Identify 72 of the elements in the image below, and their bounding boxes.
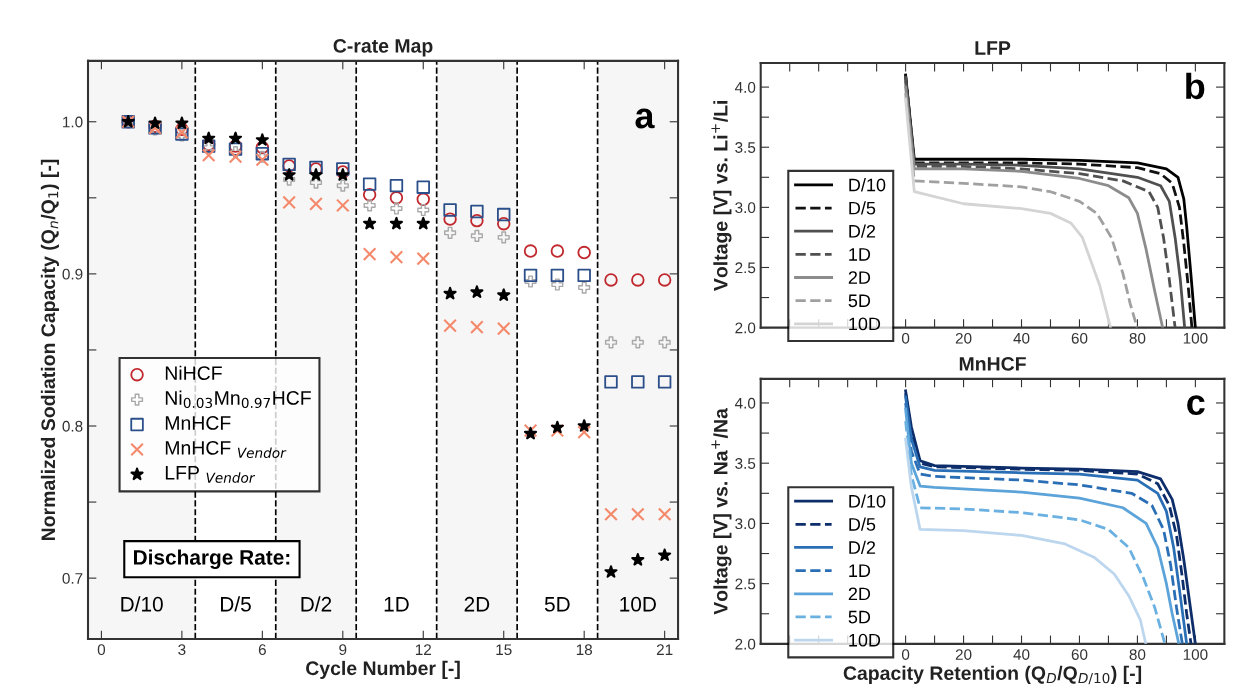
annotation: D/5 — [221, 596, 251, 612]
chart-title: LFP — [975, 41, 1011, 55]
y-tick-label: 3.0 — [735, 518, 756, 530]
annotation: 1D — [384, 597, 409, 612]
y-tick-label: 2.0 — [735, 638, 756, 650]
legend-label: D/2 — [849, 224, 876, 238]
legend-label: 2D — [848, 587, 871, 601]
x-tick-label: 40 — [1013, 649, 1030, 660]
x-tick-label: 100 — [1183, 332, 1208, 344]
annotation: a — [635, 108, 655, 129]
x-tick-label: 6 — [258, 644, 266, 656]
legend-label: MnHCF $_{Vendor}$ — [165, 440, 287, 458]
x-tick-label: 18 — [576, 644, 593, 656]
band-label: 10D — [620, 596, 656, 612]
legend-label: D/10 — [849, 494, 886, 508]
x-tick-label: 40 — [1013, 332, 1030, 344]
y-tick-label: 3.5 — [735, 142, 756, 153]
x-tick-label: 21 — [656, 644, 673, 655]
x-tick-label: 15 — [496, 644, 512, 656]
legend-label: D/5 — [849, 201, 876, 215]
annotation: c — [1187, 395, 1205, 416]
legend-label: D/2 — [849, 540, 876, 554]
legend-label: LFP $_{Vendor}$ — [165, 466, 256, 483]
legend-label: 2D — [848, 271, 871, 284]
legend-label: 5D — [848, 610, 871, 624]
y-tick-label: 1.0 — [63, 116, 83, 128]
y-tick-label: 2.5 — [735, 262, 756, 274]
y-tick-label: 3.0 — [735, 202, 756, 214]
chart-title: C-rate Map — [333, 39, 433, 57]
x-tick-label: 0 — [97, 644, 106, 656]
legend-label: 1D — [849, 248, 871, 261]
legend-label: 10D — [849, 317, 881, 331]
x-tick-label: 80 — [1129, 332, 1146, 344]
y-tick-label: 2.0 — [735, 322, 756, 334]
annotation: 5D — [544, 597, 570, 612]
y-axis-title: Normalized Sodiation Capacity (Q$_{n}$/Q$_{1}$) [-] — [40, 159, 59, 541]
y-tick-label: 0.9 — [62, 268, 83, 280]
legend-label: D/5 — [849, 517, 876, 531]
x-tick-label: 60 — [1071, 332, 1088, 344]
y-tick-label: 3.5 — [735, 458, 756, 469]
x-tick-label: 0 — [901, 649, 910, 660]
x-tick-label: 3 — [178, 644, 186, 656]
band-label: D/2 — [301, 596, 332, 612]
y-tick-label: 4.0 — [734, 81, 756, 93]
legend-label: 10D — [849, 633, 881, 647]
x-tick-label: 100 — [1183, 649, 1208, 660]
x-axis-title: Cycle Number [-] — [306, 660, 460, 679]
y-tick-label: 0.7 — [62, 573, 83, 584]
x-tick-label: 20 — [955, 332, 972, 344]
x-tick-label: 12 — [415, 644, 431, 655]
legend-label: D/10 — [849, 178, 886, 192]
y-axis-title: Voltage [V] vs. Li$^{+}$/Li — [711, 101, 732, 291]
legend-label: 1D — [849, 564, 871, 577]
band-label: 2D — [464, 596, 490, 612]
x-tick-label: 9 — [339, 644, 347, 656]
annotation: Discharge Rate: — [134, 549, 290, 569]
x-tick-label: 0 — [901, 332, 910, 344]
legend-label: MnHCF — [165, 416, 231, 430]
x-axis-title: Capacity Retention (Q$_{D}$/Q$_{D/10}$) [-] — [843, 665, 1142, 685]
chart-title: MnHCF — [959, 356, 1026, 371]
x-tick-label: 80 — [1129, 649, 1146, 660]
annotation: b — [1186, 72, 1205, 100]
legend-label: Ni$_{0.03}$Mn$_{0.97}$HCF — [165, 390, 311, 409]
y-axis-title: Voltage [V] vs. Na$^{+}$/Na — [711, 407, 732, 615]
x-tick-label: 20 — [955, 649, 972, 660]
band-label: D/10 — [121, 596, 163, 612]
y-tick-label: 2.5 — [735, 578, 756, 590]
legend-label: NiHCF — [165, 365, 222, 380]
legend-label: 5D — [848, 294, 871, 308]
x-tick-label: 60 — [1071, 649, 1088, 660]
y-tick-label: 4.0 — [734, 397, 756, 409]
y-tick-label: 0.8 — [62, 420, 83, 432]
